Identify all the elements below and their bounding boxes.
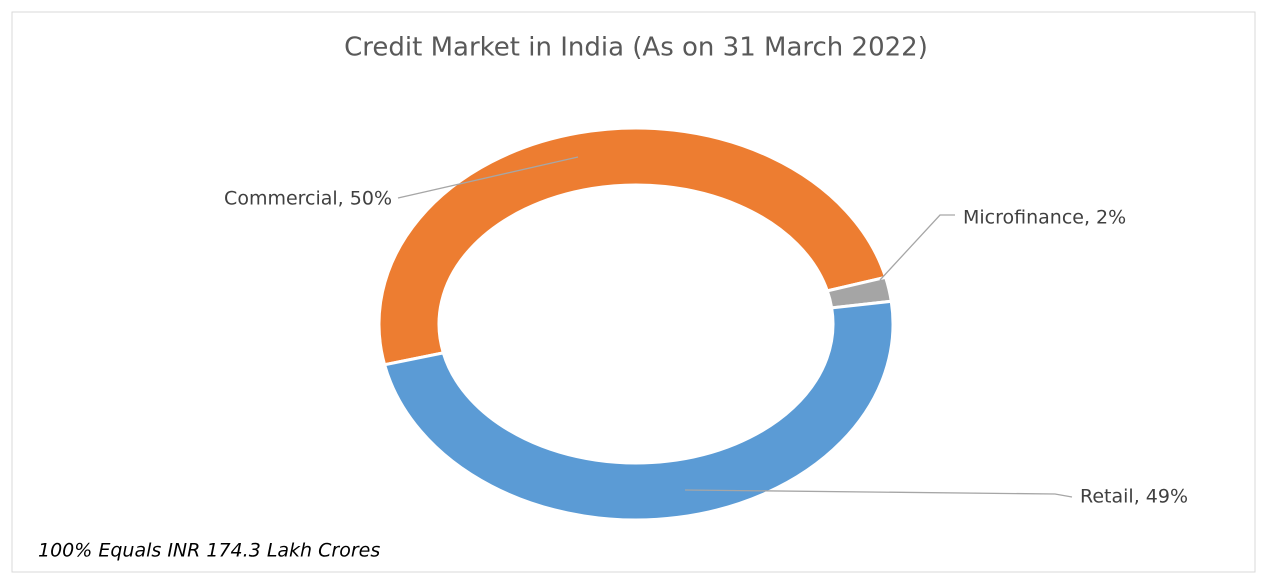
annotation: 100% Equals INR 174.3 Lakh Crores (38, 540, 380, 562)
data-label: Retail, 49% (1080, 486, 1188, 508)
data-label: Microfinance, 2% (963, 207, 1126, 229)
doughnut (377, 126, 895, 522)
leader-line (397, 156, 579, 199)
doughnut-segment (377, 126, 888, 367)
data-label: Commercial, 50% (224, 188, 392, 210)
chart-title: Credit Market in India (As on 31 March 2… (344, 33, 928, 63)
doughnut-segment (382, 299, 895, 522)
leader-line (879, 214, 955, 281)
leader-line (684, 489, 1073, 498)
